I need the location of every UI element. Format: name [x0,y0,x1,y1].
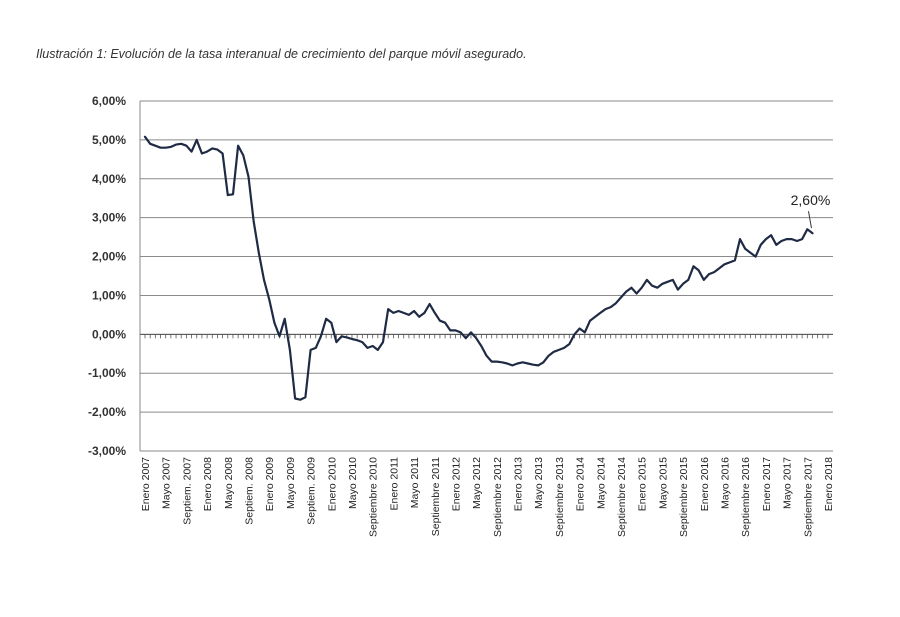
x-tick-label: Septiembre 2013 [554,457,566,537]
x-tick-label: Mayo 2017 [782,457,794,509]
x-tick-label: Septiem. 2007 [181,457,193,525]
annotations: 2,60% [791,192,831,229]
y-tick-label: -3,00% [88,444,126,458]
x-tick-label: Septiembre 2011 [430,457,442,536]
x-tick-label: Enero 2007 [140,457,152,511]
x-tick-label: Septiembre 2016 [740,457,752,537]
y-tick-label: 3,00% [92,211,126,225]
chart-caption: Ilustración 1: Evolución de la tasa inte… [36,47,527,61]
x-tick-label: Enero 2011 [388,457,400,511]
x-tick-label: Septiembre 2017 [802,457,814,537]
y-tick-label: 2,00% [92,250,126,264]
annotation-label: 2,60% [791,192,831,208]
x-tick-label: Septiembre 2014 [616,457,628,537]
y-axis-ticks: -3,00% -2,00% -1,00% 0,00% 1,00% 2,00% 3,00% 4,… [88,94,126,458]
x-tick-label: Enero 2014 [575,457,587,511]
y-tick-label: 6,00% [92,94,126,108]
y-tick-label: 0,00% [92,327,126,341]
x-tick-label: Enero 2016 [699,457,711,511]
x-tick-label: Septiembre 2015 [678,457,690,537]
x-tick-label: Mayo 2010 [347,457,359,509]
x-tick-label: Septiembre 2010 [368,457,380,537]
x-tick-label: Mayo 2014 [595,457,607,509]
x-tick-label: Mayo 2013 [533,457,545,509]
x-tick-label: Enero 2015 [637,457,649,511]
x-tick-label: Septiem. 2009 [306,457,318,525]
x-tick-label: Septiem. 2008 [243,457,255,525]
y-tick-label: 1,00% [92,288,126,302]
x-tick-label: Mayo 2016 [720,457,732,509]
x-tick-label: Enero 2017 [761,457,773,511]
x-tick-label: Enero 2009 [264,457,276,511]
annotation-leader-line [807,211,812,229]
x-tick-label: Enero 2010 [326,457,338,511]
series-layer [143,135,814,401]
series-line-0 [143,135,814,401]
gridlines [139,100,833,452]
y-tick-label: 5,00% [92,133,126,147]
x-tick-label: Septiembre 2012 [492,457,504,537]
x-tick-label: Enero 2008 [202,457,214,511]
x-tick-label: Mayo 2011 [409,457,421,508]
x-tick-label: Mayo 2012 [471,457,483,509]
x-tick-label: Mayo 2015 [657,457,669,509]
x-tick-label: Enero 2018 [823,457,835,511]
x-axis [140,333,833,339]
y-tick-label: -2,00% [88,405,126,419]
y-tick-label: -1,00% [88,366,126,380]
x-tick-label: Mayo 2007 [161,457,173,509]
x-tick-label: Mayo 2008 [223,457,235,509]
y-tick-label: 4,00% [92,172,126,186]
x-tick-label: Enero 2013 [513,457,525,511]
x-tick-label: Mayo 2009 [285,457,297,509]
x-axis-ticks: Enero 2007 Mayo 2007 Septiem. 2007 Enero 20… [140,457,835,537]
x-tick-label: Enero 2012 [450,457,462,511]
